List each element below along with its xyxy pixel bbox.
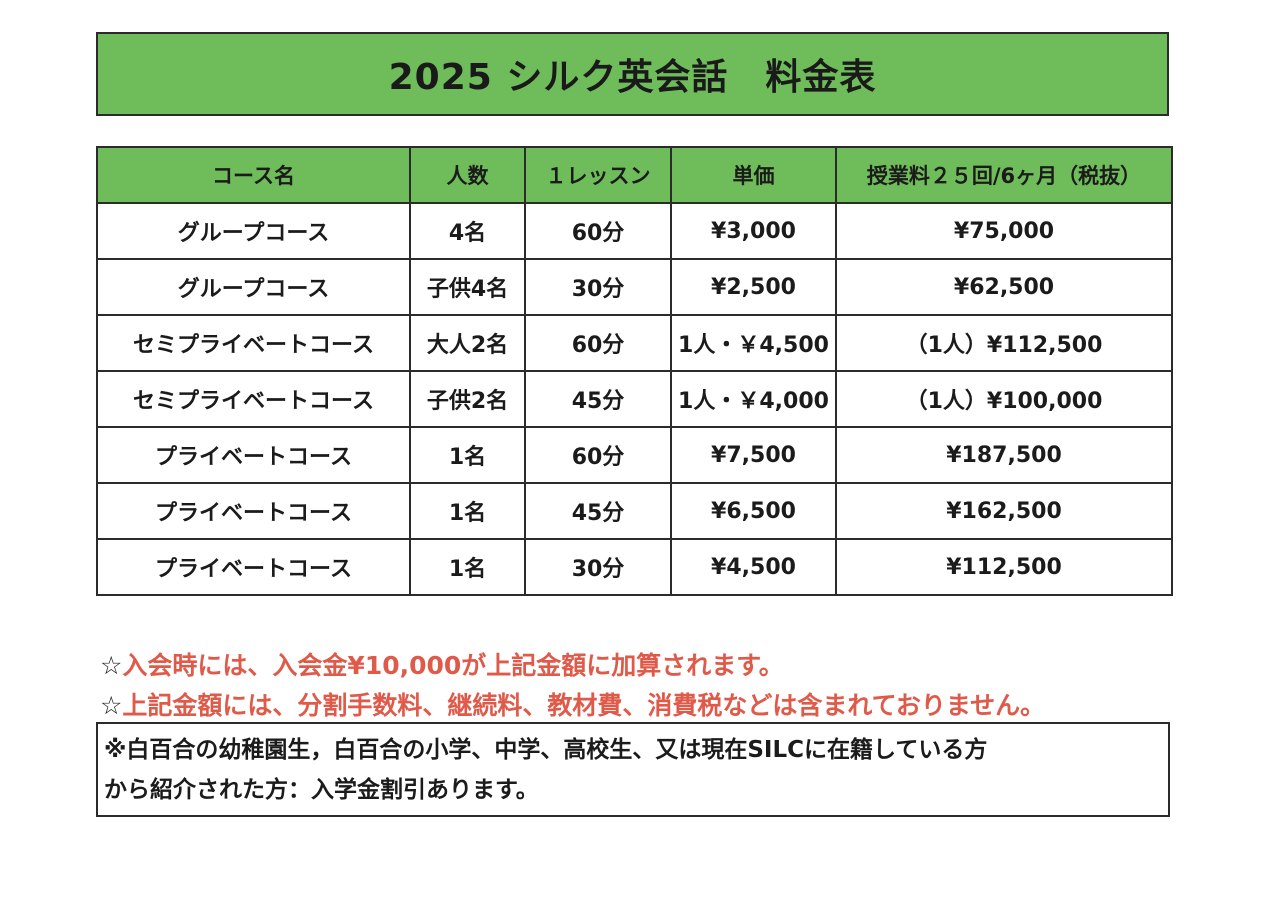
- table-row: グループコース 4名 60分 ¥3,000 ¥75,000: [96, 202, 1173, 260]
- cell-people: 子供4名: [409, 258, 526, 316]
- cell-unit-price: ¥4,500: [670, 538, 837, 596]
- discount-info-line-1: ※白百合の幼稚園生，白百合の小学、中学、高校生、又は現在SILCに在籍している方: [104, 737, 988, 763]
- table-row: プライベートコース 1名 45分 ¥6,500 ¥162,500: [96, 482, 1173, 540]
- cell-people: 1名: [409, 482, 526, 540]
- header-unit-price: 単価: [670, 146, 837, 204]
- cell-unit-price: ¥2,500: [670, 258, 837, 316]
- cell-lesson: 30分: [524, 538, 672, 596]
- cell-unit-price: 1人・￥4,500: [670, 314, 837, 372]
- discount-info-line-2: から紹介された方：入学金割引あります。: [104, 777, 539, 803]
- header-course: コース名: [96, 146, 411, 204]
- cell-course: プライベートコース: [96, 538, 411, 596]
- header-lesson: １レッスン: [524, 146, 672, 204]
- note-admission-fee-text: 入会時には、入会金¥10,000が上記金額に加算されます。: [122, 651, 784, 680]
- cell-unit-price: ¥6,500: [670, 482, 837, 540]
- discount-info-box: ※白百合の幼稚園生，白百合の小学、中学、高校生、又は現在SILCに在籍している方…: [96, 722, 1170, 817]
- cell-tuition: （1人）¥112,500: [835, 314, 1173, 372]
- cell-unit-price: ¥7,500: [670, 426, 837, 484]
- table-row: セミプライベートコース 大人2名 60分 1人・￥4,500 （1人）¥112,…: [96, 314, 1173, 372]
- star-icon: ☆: [100, 691, 123, 720]
- cell-tuition: （1人）¥100,000: [835, 370, 1173, 428]
- star-icon: ☆: [100, 651, 123, 680]
- cell-course: プライベートコース: [96, 426, 411, 484]
- cell-people: 大人2名: [409, 314, 526, 372]
- cell-course: プライベートコース: [96, 482, 411, 540]
- cell-course: グループコース: [96, 258, 411, 316]
- table-row: プライベートコース 1名 30分 ¥4,500 ¥112,500: [96, 538, 1173, 596]
- fee-table: コース名 人数 １レッスン 単価 授業料２５回/6ヶ月（税抜） グループコース …: [96, 146, 1173, 596]
- cell-lesson: 60分: [524, 202, 672, 260]
- cell-unit-price: ¥3,000: [670, 202, 837, 260]
- cell-lesson: 60分: [524, 314, 672, 372]
- cell-people: 1名: [409, 426, 526, 484]
- cell-unit-price: 1人・￥4,000: [670, 370, 837, 428]
- header-tuition: 授業料２５回/6ヶ月（税抜）: [835, 146, 1173, 204]
- note-exclusions-text: 上記金額には、分割手数料、継続料、教材費、消費税などは含まれておりません。: [122, 691, 1046, 720]
- cell-course: グループコース: [96, 202, 411, 260]
- cell-course: セミプライベートコース: [96, 370, 411, 428]
- cell-course: セミプライベートコース: [96, 314, 411, 372]
- cell-lesson: 30分: [524, 258, 672, 316]
- cell-people: 1名: [409, 538, 526, 596]
- note-admission-fee: ☆入会時には、入会金¥10,000が上記金額に加算されます。: [100, 646, 784, 682]
- cell-tuition: ¥112,500: [835, 538, 1173, 596]
- cell-tuition: ¥162,500: [835, 482, 1173, 540]
- page-title: 2025 シルク英会話 料金表: [388, 57, 877, 98]
- cell-tuition: ¥62,500: [835, 258, 1173, 316]
- title-banner: 2025 シルク英会話 料金表: [96, 32, 1169, 116]
- cell-tuition: ¥75,000: [835, 202, 1173, 260]
- cell-lesson: 45分: [524, 482, 672, 540]
- cell-lesson: 45分: [524, 370, 672, 428]
- table-header-row: コース名 人数 １レッスン 単価 授業料２５回/6ヶ月（税抜）: [96, 146, 1173, 204]
- cell-people: 子供2名: [409, 370, 526, 428]
- table-row: プライベートコース 1名 60分 ¥7,500 ¥187,500: [96, 426, 1173, 484]
- cell-tuition: ¥187,500: [835, 426, 1173, 484]
- note-exclusions: ☆上記金額には、分割手数料、継続料、教材費、消費税などは含まれておりません。: [100, 686, 1045, 722]
- cell-people: 4名: [409, 202, 526, 260]
- cell-lesson: 60分: [524, 426, 672, 484]
- table-row: グループコース 子供4名 30分 ¥2,500 ¥62,500: [96, 258, 1173, 316]
- header-people: 人数: [409, 146, 526, 204]
- table-row: セミプライベートコース 子供2名 45分 1人・￥4,000 （1人）¥100,…: [96, 370, 1173, 428]
